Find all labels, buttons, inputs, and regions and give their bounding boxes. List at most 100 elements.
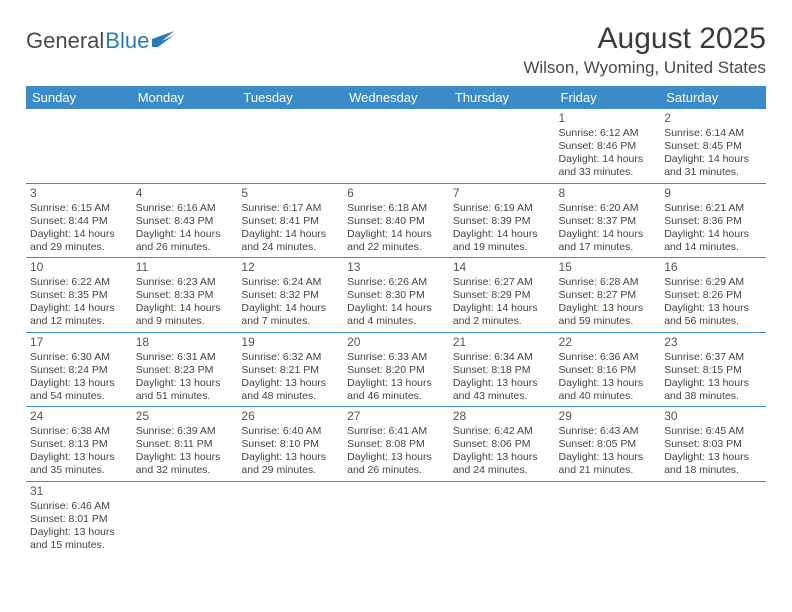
day-line: and 22 minutes.: [347, 241, 445, 254]
day-cell: 10Sunrise: 6:22 AMSunset: 8:35 PMDayligh…: [26, 258, 132, 333]
day-cell: 12Sunrise: 6:24 AMSunset: 8:32 PMDayligh…: [237, 258, 343, 333]
day-cell: 27Sunrise: 6:41 AMSunset: 8:08 PMDayligh…: [343, 407, 449, 482]
day-cell: 3Sunrise: 6:15 AMSunset: 8:44 PMDaylight…: [26, 183, 132, 258]
day-number: 12: [241, 260, 339, 275]
day-line: Sunrise: 6:37 AM: [664, 351, 762, 364]
day-line: Sunrise: 6:16 AM: [136, 202, 234, 215]
day-line: Sunrise: 6:12 AM: [559, 127, 657, 140]
day-line: Daylight: 13 hours: [136, 451, 234, 464]
day-line: Daylight: 14 hours: [453, 228, 551, 241]
day-cell: [132, 109, 238, 183]
day-line: and 56 minutes.: [664, 315, 762, 328]
week-row: 31Sunrise: 6:46 AMSunset: 8:01 PMDayligh…: [26, 481, 766, 555]
day-line: Daylight: 14 hours: [664, 228, 762, 241]
day-line: Sunset: 8:27 PM: [559, 289, 657, 302]
day-line: Sunrise: 6:30 AM: [30, 351, 128, 364]
day-line: Sunset: 8:20 PM: [347, 364, 445, 377]
col-friday: Friday: [555, 86, 661, 109]
day-line: Sunset: 8:44 PM: [30, 215, 128, 228]
day-line: Sunrise: 6:41 AM: [347, 425, 445, 438]
day-line: and 4 minutes.: [347, 315, 445, 328]
day-line: and 24 minutes.: [453, 464, 551, 477]
day-cell: 25Sunrise: 6:39 AMSunset: 8:11 PMDayligh…: [132, 407, 238, 482]
week-row: 24Sunrise: 6:38 AMSunset: 8:13 PMDayligh…: [26, 407, 766, 482]
day-number: 22: [559, 335, 657, 350]
day-line: Sunset: 8:18 PM: [453, 364, 551, 377]
day-line: Daylight: 13 hours: [241, 377, 339, 390]
day-cell: [132, 481, 238, 555]
day-line: and 14 minutes.: [664, 241, 762, 254]
day-line: and 29 minutes.: [30, 241, 128, 254]
day-number: 27: [347, 409, 445, 424]
day-number: 14: [453, 260, 551, 275]
day-line: Sunrise: 6:15 AM: [30, 202, 128, 215]
day-cell: 26Sunrise: 6:40 AMSunset: 8:10 PMDayligh…: [237, 407, 343, 482]
day-line: Daylight: 13 hours: [347, 451, 445, 464]
day-cell: 9Sunrise: 6:21 AMSunset: 8:36 PMDaylight…: [660, 183, 766, 258]
day-line: Sunset: 8:03 PM: [664, 438, 762, 451]
day-cell: 11Sunrise: 6:23 AMSunset: 8:33 PMDayligh…: [132, 258, 238, 333]
day-line: and 54 minutes.: [30, 390, 128, 403]
day-line: Sunset: 8:39 PM: [453, 215, 551, 228]
day-line: Sunrise: 6:22 AM: [30, 276, 128, 289]
week-row: 17Sunrise: 6:30 AMSunset: 8:24 PMDayligh…: [26, 332, 766, 407]
day-cell: 18Sunrise: 6:31 AMSunset: 8:23 PMDayligh…: [132, 332, 238, 407]
day-cell: [26, 109, 132, 183]
day-number: 15: [559, 260, 657, 275]
day-cell: 17Sunrise: 6:30 AMSunset: 8:24 PMDayligh…: [26, 332, 132, 407]
day-number: 3: [30, 186, 128, 201]
day-line: and 51 minutes.: [136, 390, 234, 403]
day-line: Sunset: 8:01 PM: [30, 513, 128, 526]
day-line: Sunset: 8:08 PM: [347, 438, 445, 451]
day-cell: 20Sunrise: 6:33 AMSunset: 8:20 PMDayligh…: [343, 332, 449, 407]
day-number: 24: [30, 409, 128, 424]
day-line: Sunset: 8:45 PM: [664, 140, 762, 153]
day-line: Sunrise: 6:26 AM: [347, 276, 445, 289]
day-line: Sunrise: 6:14 AM: [664, 127, 762, 140]
logo-text-2: Blue: [105, 28, 149, 54]
day-number: 7: [453, 186, 551, 201]
day-line: Daylight: 13 hours: [347, 377, 445, 390]
day-line: Sunrise: 6:20 AM: [559, 202, 657, 215]
day-line: Daylight: 13 hours: [30, 526, 128, 539]
day-cell: [343, 109, 449, 183]
day-number: 9: [664, 186, 762, 201]
col-thursday: Thursday: [449, 86, 555, 109]
day-line: Daylight: 13 hours: [664, 302, 762, 315]
day-line: Sunset: 8:35 PM: [30, 289, 128, 302]
day-line: Daylight: 14 hours: [136, 228, 234, 241]
day-cell: [237, 109, 343, 183]
day-line: Sunrise: 6:18 AM: [347, 202, 445, 215]
day-cell: 8Sunrise: 6:20 AMSunset: 8:37 PMDaylight…: [555, 183, 661, 258]
day-line: Daylight: 14 hours: [136, 302, 234, 315]
day-cell: 15Sunrise: 6:28 AMSunset: 8:27 PMDayligh…: [555, 258, 661, 333]
day-line: Sunset: 8:11 PM: [136, 438, 234, 451]
day-line: and 32 minutes.: [136, 464, 234, 477]
day-number: 4: [136, 186, 234, 201]
day-line: Sunrise: 6:24 AM: [241, 276, 339, 289]
day-cell: 22Sunrise: 6:36 AMSunset: 8:16 PMDayligh…: [555, 332, 661, 407]
day-number: 11: [136, 260, 234, 275]
day-line: Sunset: 8:32 PM: [241, 289, 339, 302]
day-line: and 38 minutes.: [664, 390, 762, 403]
day-number: 6: [347, 186, 445, 201]
day-number: 1: [559, 111, 657, 126]
day-line: and 21 minutes.: [559, 464, 657, 477]
day-cell: 7Sunrise: 6:19 AMSunset: 8:39 PMDaylight…: [449, 183, 555, 258]
day-line: and 40 minutes.: [559, 390, 657, 403]
day-number: 23: [664, 335, 762, 350]
header: GeneralBlue August 2025 Wilson, Wyoming,…: [26, 22, 766, 78]
day-cell: 1Sunrise: 6:12 AMSunset: 8:46 PMDaylight…: [555, 109, 661, 183]
col-sunday: Sunday: [26, 86, 132, 109]
day-line: Sunrise: 6:23 AM: [136, 276, 234, 289]
day-line: and 9 minutes.: [136, 315, 234, 328]
day-line: Daylight: 13 hours: [453, 377, 551, 390]
day-cell: 31Sunrise: 6:46 AMSunset: 8:01 PMDayligh…: [26, 481, 132, 555]
day-cell: 21Sunrise: 6:34 AMSunset: 8:18 PMDayligh…: [449, 332, 555, 407]
day-number: 25: [136, 409, 234, 424]
day-line: Sunrise: 6:45 AM: [664, 425, 762, 438]
day-line: Sunset: 8:05 PM: [559, 438, 657, 451]
day-number: 8: [559, 186, 657, 201]
day-line: and 7 minutes.: [241, 315, 339, 328]
day-line: Sunrise: 6:29 AM: [664, 276, 762, 289]
